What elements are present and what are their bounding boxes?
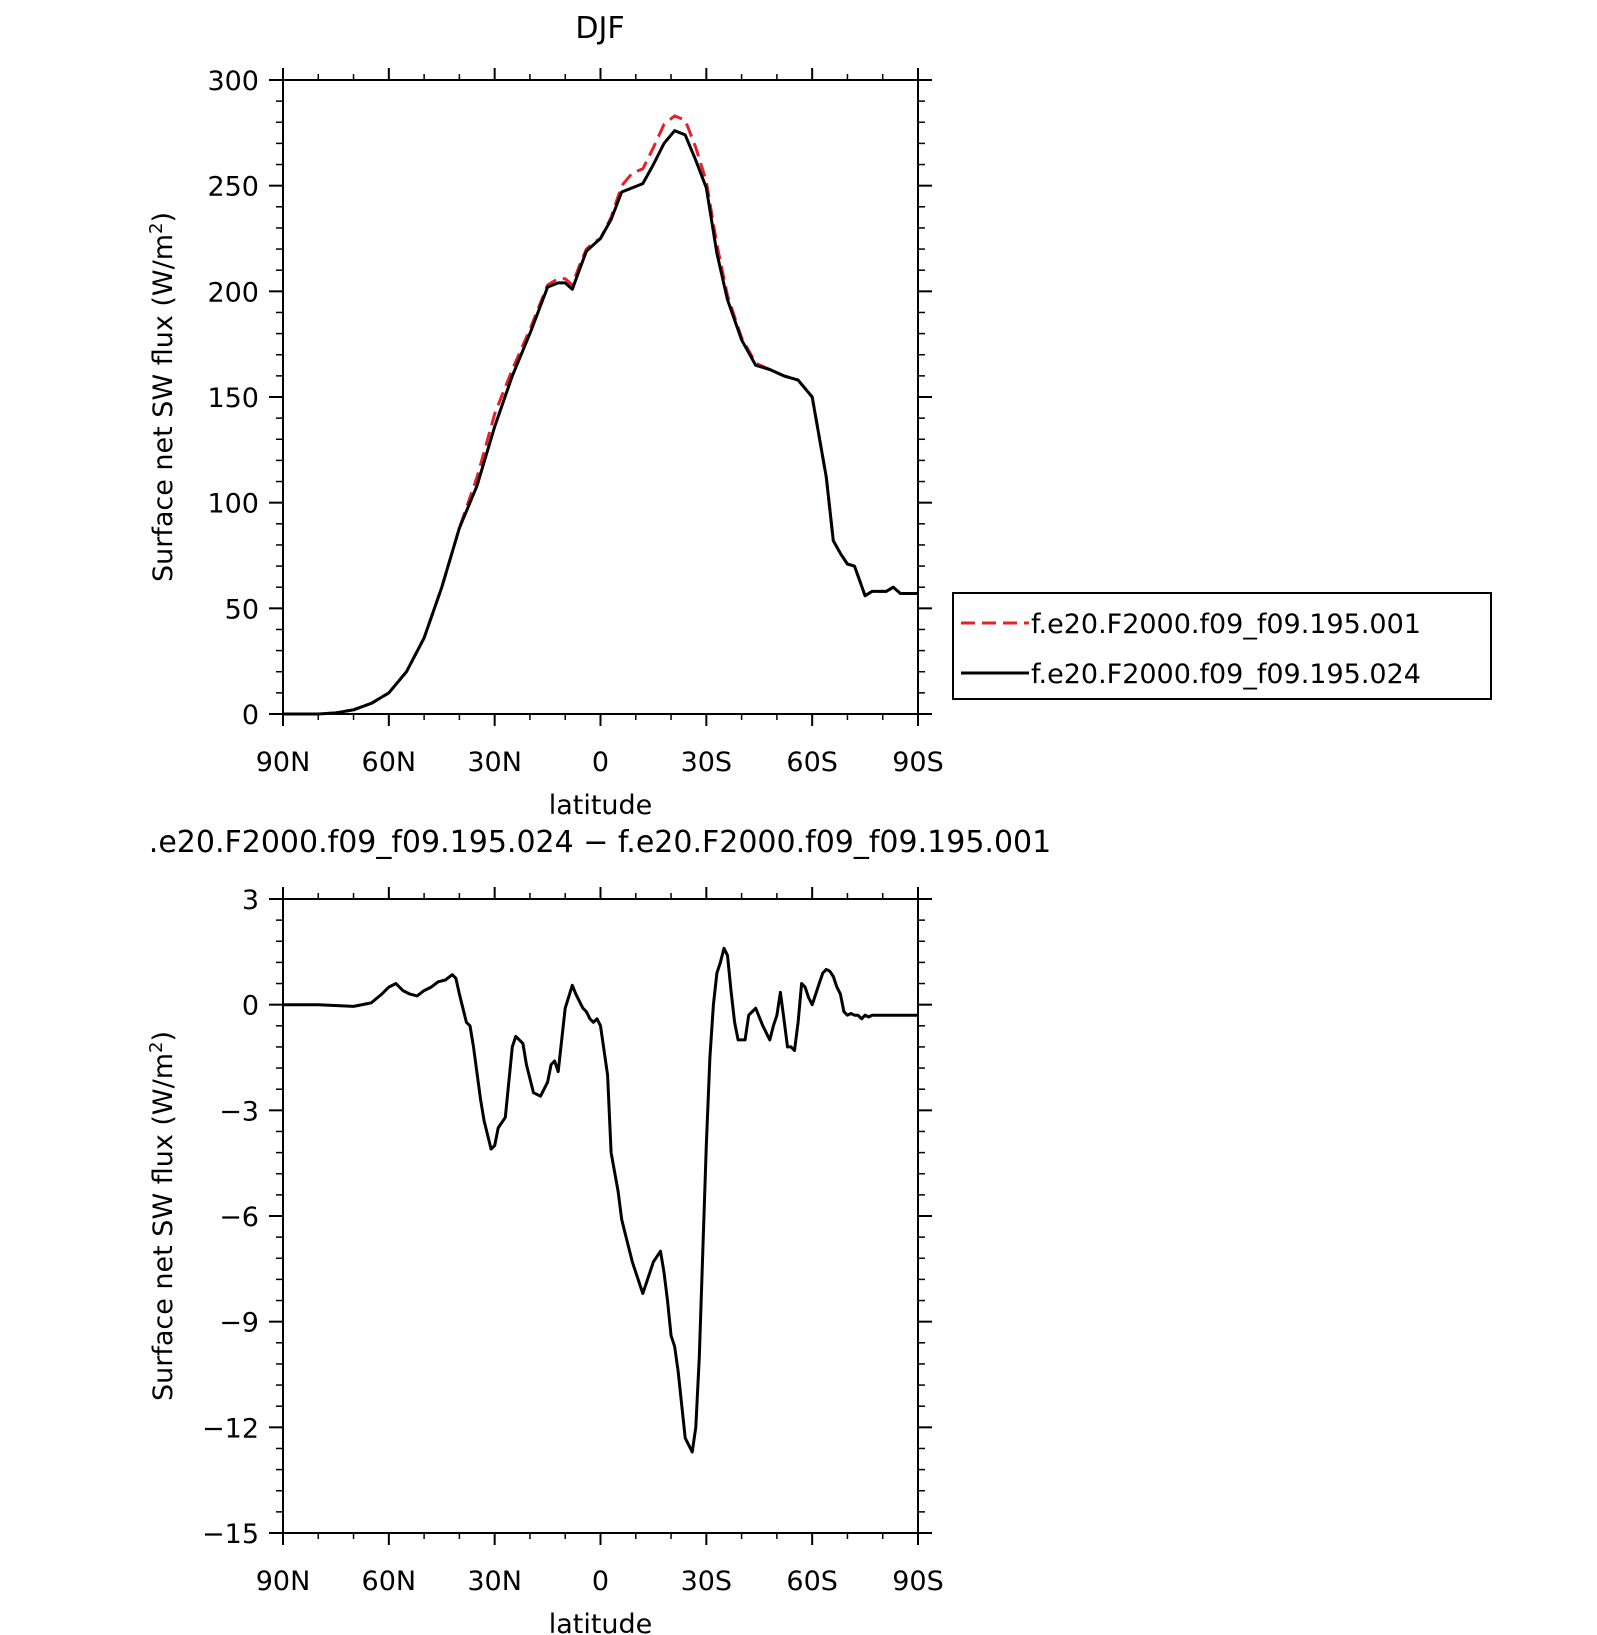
series-line-2	[283, 129, 918, 716]
chart-panel-2: .e20.F2000.f09_f09.195.024 − f.e20.F2000…	[146, 825, 1051, 1635]
y-tick-label: −12	[202, 1413, 259, 1444]
y-tick-label: 3	[242, 885, 259, 916]
y-tick-label: −15	[202, 1519, 259, 1550]
y-axis-label: Surface net SW flux (W/m2)	[146, 1031, 179, 1401]
x-tick-label: 60S	[786, 1566, 838, 1597]
plot-frame	[282, 898, 919, 1534]
x-tick-label: 30N	[467, 747, 522, 778]
legend-label: f.e20.F2000.f09_f09.195.024	[1031, 659, 1421, 690]
y-tick-label: 100	[207, 489, 259, 520]
x-tick-label: 30S	[681, 747, 733, 778]
y-tick-label: 250	[207, 172, 259, 203]
series-line-1	[283, 946, 918, 1454]
x-tick-label: 90S	[892, 1566, 944, 1597]
series-line-1	[283, 114, 918, 716]
y-tick-label: 50	[225, 594, 259, 625]
x-axis-label: latitude	[549, 790, 653, 821]
y-tick-label: 0	[242, 991, 259, 1022]
y-tick-label: −6	[219, 1202, 259, 1233]
y-tick-label: −3	[219, 1096, 259, 1127]
plot-frame	[282, 79, 919, 715]
x-tick-label: 60N	[362, 1566, 417, 1597]
x-tick-label: 90N	[256, 1566, 311, 1597]
x-tick-label: 90S	[892, 747, 944, 778]
x-axis-label: latitude	[549, 1609, 653, 1635]
legend: f.e20.F2000.f09_f09.195.001 f.e20.F2000.f…	[952, 592, 1492, 700]
x-tick-label: 0	[592, 747, 609, 778]
x-tick-label: 30S	[681, 1566, 733, 1597]
x-tick-label: 90N	[256, 747, 311, 778]
x-tick-label: 60N	[362, 747, 417, 778]
y-tick-label: 200	[207, 277, 259, 308]
y-axis-label: Surface net SW flux (W/m2)	[146, 212, 179, 582]
y-tick-label: −9	[219, 1308, 259, 1339]
chart-title: DJF	[575, 11, 624, 46]
y-tick-label: 300	[207, 66, 259, 97]
legend-box	[952, 592, 1492, 700]
y-tick-label: 150	[207, 383, 259, 414]
x-tick-label: 30N	[467, 1566, 522, 1597]
chart-title: .e20.F2000.f09_f09.195.024 − f.e20.F2000…	[149, 825, 1051, 860]
chart-panel-1: DJF 90N 60N 30N 0 30S 60S 90S 0 50 100 150 200 250 300…	[146, 11, 1492, 821]
y-tick-label: 0	[242, 700, 259, 731]
x-tick-label: 0	[592, 1566, 609, 1597]
x-tick-label: 60S	[786, 747, 838, 778]
legend-label: f.e20.F2000.f09_f09.195.001	[1031, 609, 1421, 640]
